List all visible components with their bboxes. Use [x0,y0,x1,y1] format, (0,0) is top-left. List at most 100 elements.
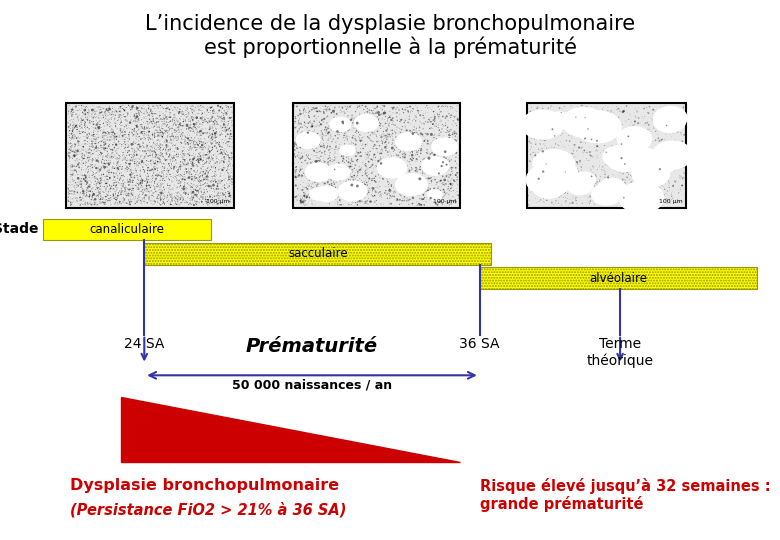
Point [525,143,537,151]
Point [170,163,183,171]
Point [370,113,383,122]
Point [149,165,161,174]
Point [353,136,366,145]
Point [362,141,374,150]
Point [200,139,212,148]
Point [598,181,611,190]
Point [78,154,90,163]
Point [451,107,463,116]
Point [113,170,126,178]
Point [445,182,457,191]
Point [160,145,172,153]
Point [89,160,101,169]
Point [65,146,77,154]
Point [148,104,161,113]
Point [327,156,339,164]
Point [125,173,137,181]
Point [124,192,136,201]
Point [173,118,186,127]
Point [149,165,161,173]
Point [310,151,323,160]
Point [612,147,625,156]
Point [155,191,168,199]
Point [157,199,169,208]
Point [406,174,418,183]
Point [370,127,382,136]
Point [63,157,76,166]
Point [300,132,312,140]
Point [661,105,674,113]
Point [334,197,346,205]
Point [647,137,659,146]
Point [386,174,399,183]
Point [317,131,330,139]
Point [380,112,392,121]
Point [165,101,177,110]
Point [190,103,202,112]
Point [562,201,575,210]
Point [318,170,331,178]
Point [82,113,94,122]
Point [194,164,207,172]
Point [169,141,182,150]
Point [66,181,79,190]
Point [587,195,600,204]
Point [132,126,144,134]
Point [204,130,217,139]
Point [380,146,392,155]
Point [308,143,321,151]
Point [447,192,459,201]
Point [183,148,196,157]
Point [585,172,597,181]
Point [639,138,651,146]
Point [66,133,78,142]
Point [137,165,150,174]
Point [603,132,615,141]
Point [97,133,109,142]
Point [381,160,394,168]
Point [86,185,98,193]
Point [437,185,449,194]
Point [370,130,382,139]
Point [190,156,203,165]
Point [335,179,348,187]
Point [399,187,412,195]
Point [150,152,162,161]
Point [112,178,125,187]
Point [441,112,453,120]
Point [129,115,142,124]
Point [115,184,128,193]
Point [213,124,225,132]
Point [177,129,190,138]
Point [537,194,550,203]
Point [537,140,550,149]
Point [212,109,225,117]
Point [135,178,147,187]
Point [128,152,140,160]
Point [402,118,414,127]
Point [112,150,124,159]
Point [167,168,179,177]
Point [530,121,543,130]
Point [316,129,328,137]
Point [653,160,665,169]
Point [648,174,661,183]
Point [352,186,364,195]
Point [633,103,645,112]
Point [80,102,93,110]
Point [164,144,176,152]
Point [222,143,234,151]
Point [559,158,572,167]
Point [619,132,632,140]
Point [186,192,198,201]
Point [134,169,147,178]
Point [157,174,169,183]
Point [323,152,335,160]
Point [338,143,350,152]
Point [218,113,230,122]
Point [535,107,548,116]
Point [661,196,674,205]
Point [143,187,155,196]
Point [449,139,462,147]
Point [182,150,194,158]
